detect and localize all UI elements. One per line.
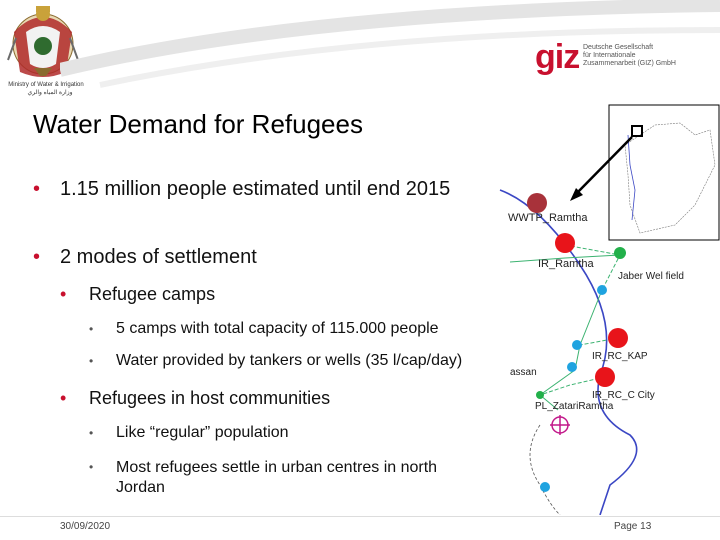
pipeline-link: [539, 289, 603, 396]
sub-sub-bullet-item: Like “regular” population: [116, 424, 289, 441]
zoom-arrow-head: [570, 188, 583, 201]
header-swoosh-decoration: [60, 0, 720, 88]
pipeline-link: [539, 376, 606, 396]
slide-title: Water Demand for Refugees: [33, 109, 363, 139]
water-network-map: WWTP_Ramtha IR_Ramtha Jaber Wel field IR…: [499, 104, 720, 515]
map-label-jaber: Jaber Wel field: [618, 271, 684, 282]
footer-divider: [0, 516, 720, 517]
sub-bullet-item: Refugees in host communities: [89, 388, 331, 408]
ministry-name-arabic: وزارة المياه والري: [27, 90, 73, 96]
junction-node: [567, 362, 577, 372]
giz-logo: giz: [535, 38, 580, 76]
bullet-marker: •: [89, 322, 94, 336]
bullet-marker: •: [60, 284, 67, 304]
junction-node: [597, 285, 607, 295]
bullet-marker: •: [33, 246, 41, 268]
giz-org-line: Zusammenarbeit (GIZ) GmbH: [583, 60, 676, 67]
jordan-crest-logo: [7, 6, 79, 77]
border-line: [529, 424, 561, 515]
junction-node: [536, 391, 544, 399]
map-label-pl-zatari: PL_ZatariRamtha: [535, 401, 614, 412]
bullet-item: 2 modes of settlement: [60, 246, 257, 268]
sub-sub-bullet-item: Water provided by tankers or wells (35 l…: [116, 352, 463, 369]
sub-sub-bullet-item: 5 camps with total capacity of 115.000 p…: [116, 320, 439, 337]
footer-page-number: Page 13: [614, 521, 652, 532]
ir-rc-kap-node: [608, 328, 628, 348]
bullet-item: 1.15 million people estimated until end …: [60, 178, 451, 200]
footer-date: 30/09/2020: [60, 521, 111, 532]
jaber-wellfield-node: [614, 247, 626, 259]
map-label-ir-rc-city: IR_RC_C City: [592, 390, 655, 401]
sub-sub-bullet-item: Most refugees settle in urban centres in…: [116, 459, 438, 496]
inset-map-river: [627, 134, 636, 221]
wwtp-node: [527, 193, 547, 213]
map-label-wwtp: WWTP_Ramtha: [508, 212, 588, 224]
giz-org-name: Deutsche Gesellschaft für Internationale…: [583, 44, 683, 68]
bullet-marker: •: [60, 388, 67, 408]
ir-ramtha-node: [555, 233, 575, 253]
bullet-marker: •: [89, 460, 94, 474]
river-line: [499, 189, 638, 515]
bullet-marker: •: [89, 354, 94, 368]
bullet-marker: •: [33, 178, 41, 200]
map-label-ir-ramtha: IR_Ramtha: [538, 258, 595, 270]
pipeline-link: [509, 254, 621, 263]
inset-map-focus-box: [631, 125, 643, 137]
zoom-arrow: [574, 136, 633, 196]
inset-map-outline: [624, 122, 716, 234]
zatari-crosshair-icon: [550, 415, 570, 435]
junction-node: [572, 340, 582, 350]
sub-bullet-item: Refugee camps: [89, 284, 216, 304]
map-label-hassan: assan: [510, 367, 537, 378]
giz-org-line: Deutsche Gesellschaft: [583, 44, 654, 51]
giz-org-line: für Internationale: [583, 52, 636, 59]
inset-map-frame: [608, 104, 720, 241]
ministry-name: Ministry of Water & Irrigation: [8, 82, 84, 88]
junction-node: [540, 482, 550, 492]
bullet-marker: •: [89, 426, 94, 440]
ir-rc-city-node: [595, 367, 615, 387]
map-label-ir-rc-kap: IR_RC_KAP: [592, 351, 648, 362]
